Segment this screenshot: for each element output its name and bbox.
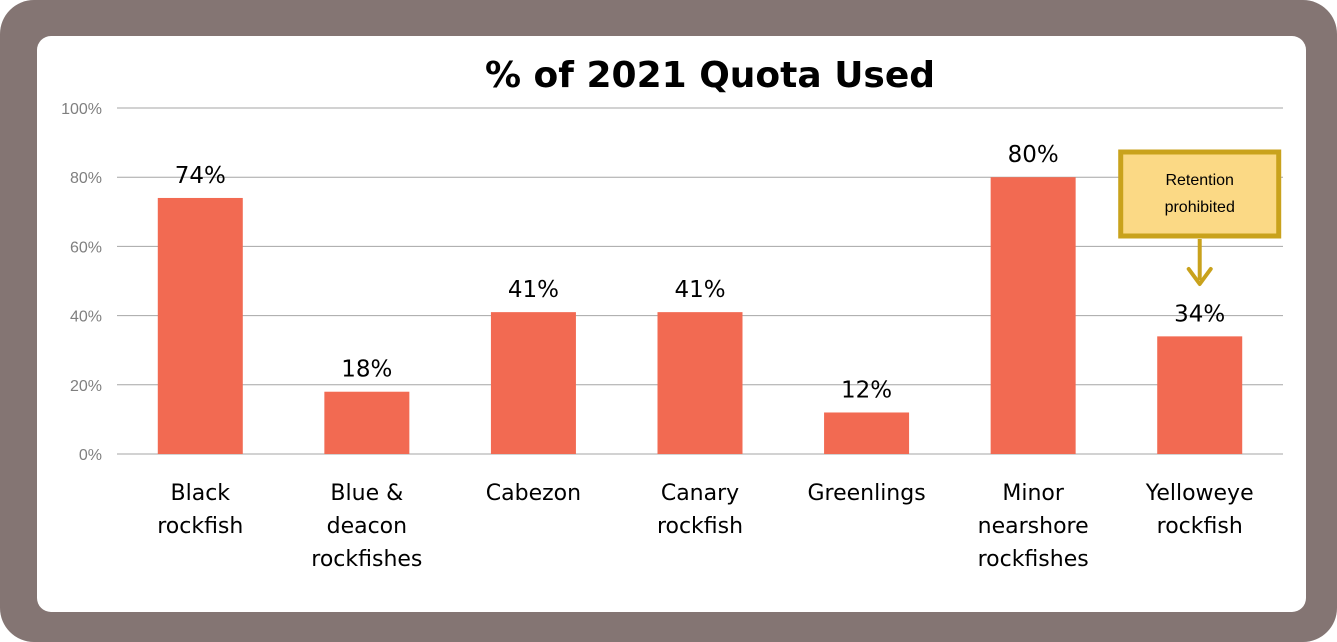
category-label-line: Yelloweye <box>1145 481 1254 506</box>
category-label-line: Blue & <box>330 481 403 506</box>
data-labels: 74% 18% 41% 41% 12% 80% 34% <box>175 142 1226 403</box>
category-label: Canary rockfish <box>657 481 743 539</box>
bar <box>657 312 743 454</box>
category-label-line: nearshore <box>978 514 1089 539</box>
category-label: Greenlings <box>807 481 925 506</box>
y-tick-label: 100% <box>61 101 102 118</box>
category-label-line: Canary <box>661 481 739 506</box>
data-label: 41% <box>508 277 559 303</box>
bar <box>157 197 243 454</box>
callout: Retention prohibited <box>1118 149 1282 286</box>
y-tick-label: 0% <box>79 447 102 464</box>
callout-text-line: prohibited <box>1165 199 1235 216</box>
y-tick-label: 80% <box>70 170 102 187</box>
bar <box>824 412 910 454</box>
category-label-line: Cabezon <box>486 481 581 506</box>
category-label-line: rockfishes <box>311 547 422 572</box>
callout-text-line: Retention <box>1165 172 1234 189</box>
chart-title: % of 2021 Quota Used <box>485 55 935 96</box>
callout-arrowhead <box>1186 267 1213 286</box>
category-label-line: Black <box>171 481 231 506</box>
bars <box>157 177 1243 454</box>
category-label-line: rockfish <box>157 514 243 539</box>
bar <box>1157 336 1243 454</box>
data-label: 34% <box>1174 301 1225 327</box>
y-tick-label: 60% <box>70 239 102 256</box>
category-label-line: Greenlings <box>807 481 925 506</box>
bar <box>324 391 410 454</box>
y-tick-label: 40% <box>70 309 102 326</box>
category-label: Yelloweye rockfish <box>1145 481 1254 539</box>
data-label: 80% <box>1008 142 1059 168</box>
category-label-line: rockfishes <box>978 547 1089 572</box>
category-label-line: deacon <box>327 514 407 539</box>
data-label: 18% <box>341 357 392 383</box>
data-label: 41% <box>674 277 725 303</box>
category-label-line: rockfish <box>657 514 743 539</box>
y-axis-ticks: 0% 20% 40% 60% 80% 100% <box>61 101 102 464</box>
category-labels: Black rockfish Blue & deacon rockfishes Cabez… <box>157 481 1253 572</box>
category-label-line: Minor <box>1002 481 1064 506</box>
data-label: 12% <box>841 377 892 403</box>
data-label: 74% <box>175 163 226 189</box>
category-label: Cabezon <box>486 481 581 506</box>
bar <box>990 177 1076 454</box>
category-label: Minor nearshore rockfishes <box>978 481 1089 572</box>
callout-text: Retention prohibited <box>1165 172 1235 216</box>
category-label: Black rockfish <box>157 481 243 539</box>
callout-box <box>1118 149 1282 239</box>
bar <box>490 312 576 454</box>
category-label-line: rockfish <box>1157 514 1243 539</box>
y-tick-label: 20% <box>70 378 102 395</box>
category-label: Blue & deacon rockfishes <box>311 481 422 572</box>
